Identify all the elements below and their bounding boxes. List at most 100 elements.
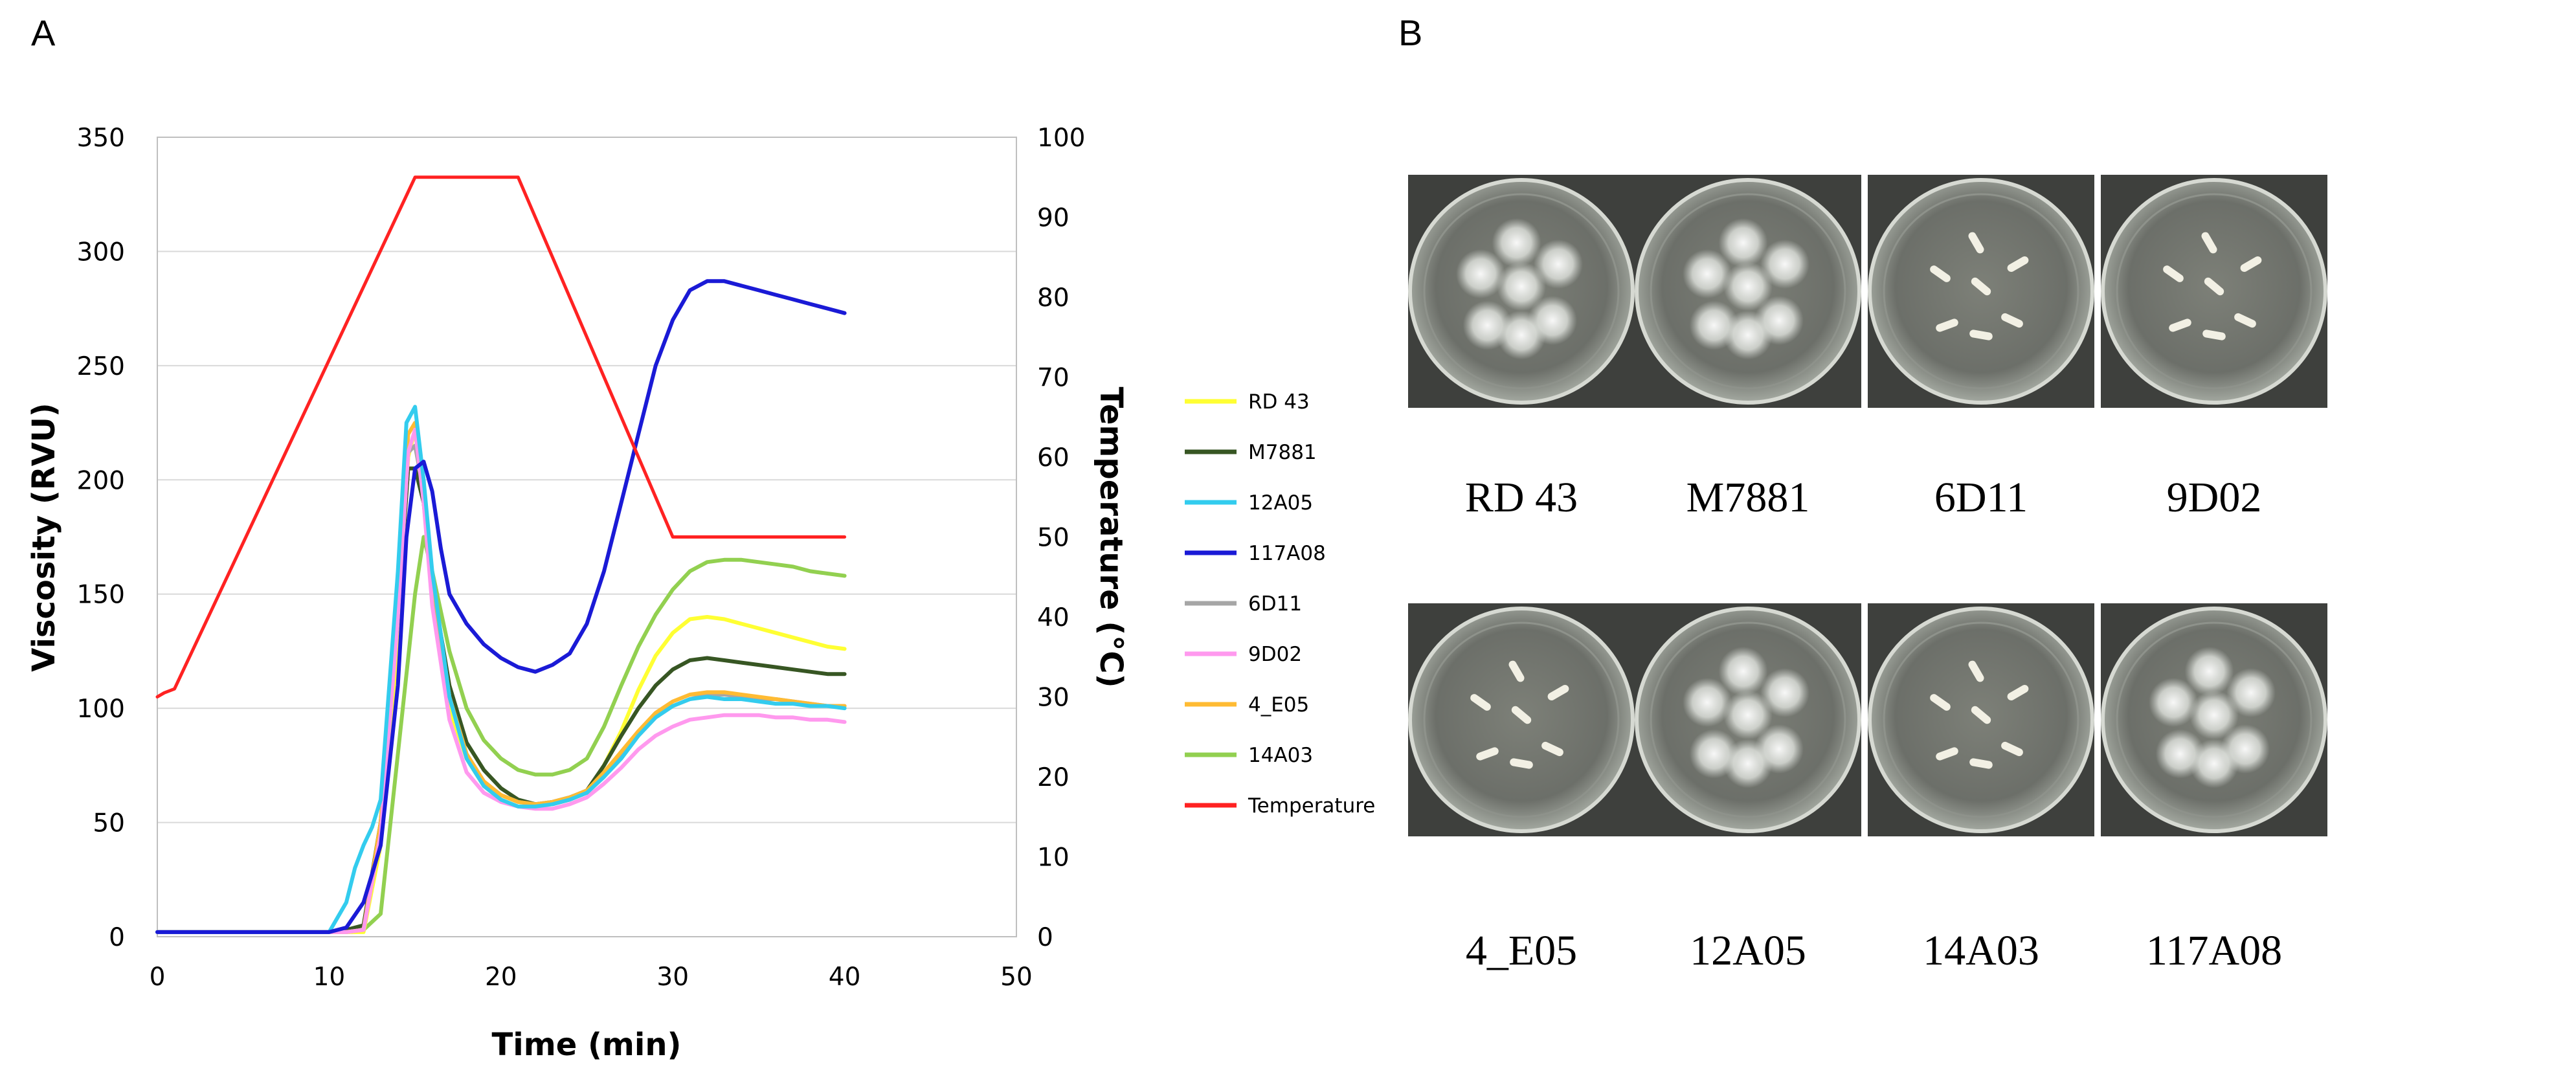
plate-label-4-e05: 4_E05 (1466, 927, 1577, 974)
rice-seed (2007, 685, 2029, 700)
plate-photo-4-e05 (1408, 603, 1635, 836)
fungal-colony (1497, 262, 1546, 311)
rice-seed (2204, 277, 2224, 296)
y2-tick-labels: 0 10 20 30 40 50 60 70 80 90 100 (1037, 124, 1085, 952)
series-line-117a08 (155, 279, 847, 934)
x-tick-label: 20 (485, 963, 517, 992)
rice-seed (2234, 313, 2256, 328)
petri-dish-inner-rim (1650, 621, 1846, 818)
y-tick-label: 50 (93, 809, 125, 838)
rice-seed (1969, 329, 1993, 341)
y-tick-label: 350 (77, 124, 125, 153)
fungal-colony (2149, 678, 2198, 727)
legend-label: RD 43 (1248, 390, 1310, 414)
legend-label: 6D11 (1248, 592, 1302, 616)
fungal-colony (1723, 739, 1773, 788)
rice-seed (1936, 747, 1958, 761)
y-tick-label: 0 (109, 923, 125, 952)
x-axis-title: Time (min) (492, 1027, 682, 1063)
y2-tick-label: 90 (1037, 204, 1070, 233)
series-line-6d11 (155, 443, 847, 934)
legend-label: 4_E05 (1248, 693, 1309, 717)
fungal-colony (2226, 668, 2276, 717)
fungal-colony (1683, 249, 1732, 298)
petri-dish-inner-rim (1423, 621, 1620, 818)
fungal-colony (2184, 647, 2234, 696)
petri-dish-inner-rim (1423, 193, 1620, 390)
fungal-colony (1723, 310, 1773, 360)
plate-label-6d11: 6D11 (1934, 474, 2028, 521)
y-tick-labels: 0 50 100 150 200 250 300 350 (77, 124, 125, 952)
rice-seed (1930, 694, 1951, 711)
fungal-colony (1456, 249, 1505, 298)
series-line-14a03 (155, 535, 847, 934)
rice-seed (1547, 685, 1569, 700)
rice-seed (2163, 265, 2184, 282)
rice-seed (1510, 758, 1533, 769)
y2-tick-label: 0 (1037, 923, 1053, 952)
legend-label: 12A05 (1248, 491, 1313, 515)
y2-tick-label: 80 (1037, 284, 1070, 313)
y2-axis-title: Temperature (°C) (1093, 386, 1129, 687)
x-tick-label: 30 (656, 963, 689, 992)
rice-seed (1936, 318, 1958, 332)
panel-label-a: A (31, 12, 56, 53)
rice-seed (1969, 758, 1993, 769)
fungal-colony (1718, 647, 1768, 696)
petri-dish-inner-rim (2116, 621, 2313, 818)
y2-tick-label: 70 (1037, 364, 1070, 393)
petri-dish-inner-rim (1883, 621, 2079, 818)
x-tick-label: 50 (1000, 963, 1033, 992)
plate-photo-12a05 (1635, 603, 1861, 836)
plot-frame (157, 137, 1017, 937)
rice-seed (1968, 660, 1984, 682)
plate-label-9d02: 9D02 (2167, 474, 2262, 521)
y-tick-label: 250 (77, 352, 125, 381)
rice-seed (1511, 706, 1532, 724)
fungal-colony (2190, 739, 2239, 788)
y2-tick-label: 60 (1037, 443, 1070, 473)
plate-photo-6d11 (1868, 175, 2094, 408)
legend-label: 9D02 (1248, 643, 1302, 666)
plate-photo-rd-43 (1408, 175, 1635, 408)
fungal-colony (1718, 218, 1768, 267)
y2-tick-label: 30 (1037, 684, 1070, 713)
plate-label-14a03: 14A03 (1923, 927, 2039, 974)
petri-dish-inner-rim (1883, 193, 2079, 390)
rice-seed (2007, 256, 2029, 272)
rice-seed (1930, 265, 1951, 282)
plate-label-rd-43: RD 43 (1465, 474, 1578, 521)
y2-tick-label: 50 (1037, 524, 1070, 553)
panel-label-b: B (1398, 12, 1422, 53)
fungal-colony (1760, 668, 1809, 717)
legend-label: Temperature (1248, 794, 1375, 818)
rice-seed (2169, 318, 2191, 332)
y2-tick-label: 10 (1037, 843, 1070, 873)
rice-seed (1968, 232, 1984, 254)
y-tick-label: 200 (77, 466, 125, 495)
petri-dish-inner-rim (2116, 193, 2313, 390)
series-line-4-e05 (155, 421, 847, 934)
plate-photo-9d02 (2101, 175, 2327, 408)
series-layer (155, 175, 847, 934)
rice-seed (1470, 694, 1491, 711)
y-tick-label: 150 (77, 581, 125, 610)
plate-label-12a05: 12A05 (1690, 927, 1806, 974)
fungal-colony (1497, 310, 1546, 360)
plate-photo-117a08 (2101, 603, 2327, 836)
series-line-9d02 (155, 427, 847, 934)
legend: RD 43 M7881 12A05 117A08 6D11 9D02 4_E05 14A03 T… (1185, 390, 1375, 818)
x-tick-label: 40 (829, 963, 861, 992)
plate-photo-m7881 (1635, 175, 1861, 408)
fungal-colony (2190, 690, 2239, 740)
fungal-colony (1683, 678, 1732, 727)
x-tick-labels: 0 10 20 30 40 50 (150, 963, 1033, 992)
y2-tick-label: 40 (1037, 603, 1070, 632)
y2-tick-label: 20 (1037, 763, 1070, 792)
rice-seed (1971, 277, 1991, 296)
y2-tick-label: 100 (1037, 124, 1085, 153)
fungal-colony (1534, 240, 1583, 289)
petri-dish-panel: RD 43 M7881 6D11 9D02 4_E05 12A05 14A03 117A08 (1408, 175, 2327, 974)
